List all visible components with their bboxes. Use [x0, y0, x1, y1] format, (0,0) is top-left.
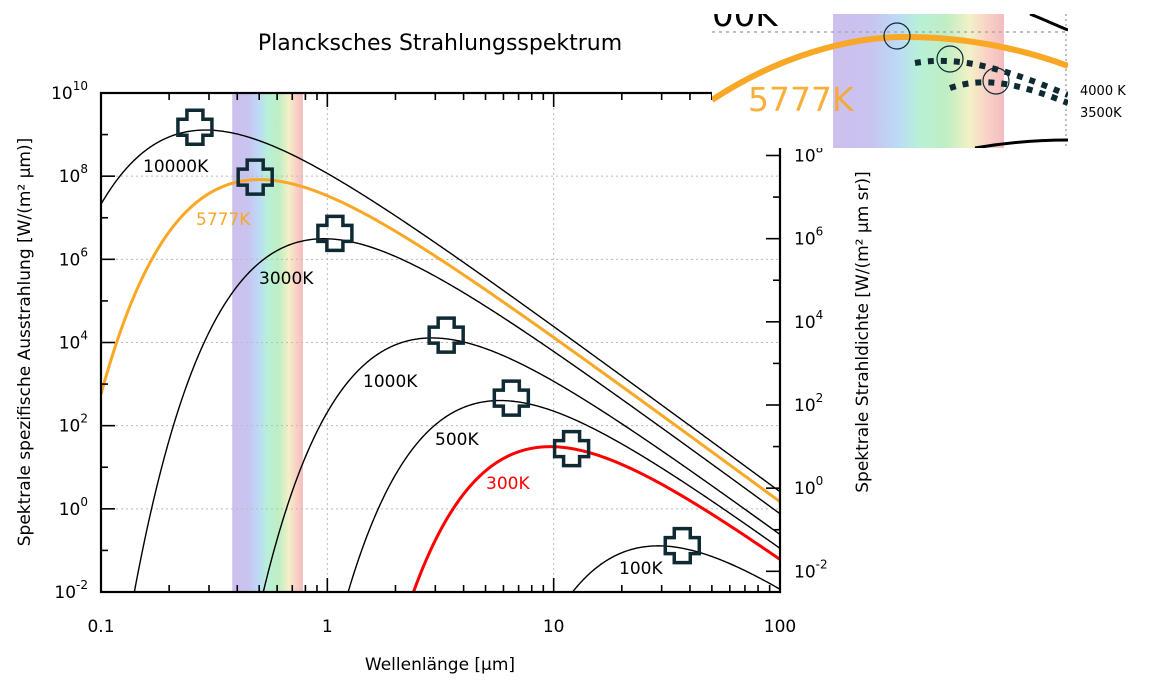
curve-3000K — [133, 238, 780, 592]
curve-500K — [347, 399, 780, 592]
axes — [99, 91, 782, 594]
x-tick-label: 100 — [764, 617, 796, 637]
inset-curve-4000K — [914, 57, 1068, 98]
inset-peak-circle-5777K — [883, 22, 911, 50]
tick-exponent: -2 — [816, 557, 828, 571]
series-label-100K: 100K — [619, 559, 663, 579]
y2-tick-label: 108 — [794, 141, 823, 166]
grid — [101, 93, 780, 592]
tick-base: 10 — [59, 334, 81, 354]
x-tick-label: 1 — [322, 617, 333, 637]
inset-label-3500K: 3500K — [1080, 106, 1122, 121]
tick-exponent: 4 — [816, 308, 824, 322]
y2-tick-label: 106 — [794, 225, 823, 250]
tick-base: 10 — [794, 562, 816, 582]
series-label-1000K: 1000K — [363, 372, 418, 392]
tick-base: 10 — [794, 313, 816, 333]
curve-100K — [571, 545, 780, 592]
y2-axis-label: Spektrale Strahldichte [W/(m² µm sr)] — [853, 171, 873, 493]
chart-title: Plancksches Strahlungsspektrum — [258, 31, 622, 56]
tick-base: 10 — [794, 146, 816, 166]
y2-tick-label: 104 — [794, 308, 823, 333]
y-tick-label: 104 — [59, 329, 88, 354]
curve-300K — [411, 445, 780, 592]
tick-exponent: 0 — [816, 474, 824, 488]
tick-exponent: -2 — [76, 578, 88, 592]
inset-peak-circle-3500K — [982, 67, 1010, 95]
x-axis-label: Wellenlänge [µm] — [365, 655, 515, 675]
tick-base: 10 — [59, 167, 81, 187]
tick-base: 10 — [59, 500, 81, 520]
peak-marker-3000K — [316, 214, 354, 253]
tick-exponent: 6 — [816, 225, 824, 239]
y-tick-label: 106 — [59, 245, 88, 270]
inset-label-4000K: 4000 K — [1080, 84, 1126, 99]
x-tick-label: 0.1 — [87, 617, 114, 637]
y2-tick-label: 10-2 — [794, 557, 828, 582]
inset-curve-3000K — [974, 138, 1068, 148]
tick-base: 10 — [794, 230, 816, 250]
inset-peak-circle-4000K — [936, 45, 964, 73]
tick-base: 10 — [54, 583, 76, 603]
series-label-10000K: 10000K — [143, 157, 209, 177]
tick-exponent: 8 — [816, 141, 824, 155]
x-tick-labels: 0.1 1 10 100 — [87, 617, 796, 637]
tick-exponent: 4 — [80, 329, 88, 343]
series-label-500K: 500K — [435, 430, 479, 450]
tick-base: 10 — [59, 417, 81, 437]
inset-curve-10000K — [1029, 14, 1068, 32]
tick-exponent: 6 — [80, 245, 88, 259]
peak-marker-100K — [663, 526, 702, 565]
zoom-inset: 00K 5777K 4000 K 3500K — [712, 0, 1126, 148]
y-tick-label: 102 — [59, 412, 88, 437]
y2-tick-label: 102 — [794, 391, 823, 416]
y-tick-label: 10-2 — [54, 578, 88, 603]
y2-tick-label: 100 — [794, 474, 823, 499]
tick-base: 10 — [794, 479, 816, 499]
peak-marker-1000K — [427, 316, 465, 354]
tick-exponent: 8 — [80, 162, 88, 176]
series-label-5777K: 5777K — [196, 210, 251, 230]
y-tick-label: 100 — [59, 495, 88, 520]
tick-base: 10 — [59, 250, 81, 270]
y-axis-label: Spektrale spezifische Ausstrahlung [W/(m… — [15, 138, 35, 547]
y-tick-label: 1010 — [51, 79, 88, 104]
series-labels: 10000K 5777K 3000K 1000K 500K 300K 100K — [143, 157, 663, 579]
curve-10000K — [101, 129, 780, 493]
inset-curve-5777K — [712, 33, 1068, 103]
y-tick-label: 108 — [59, 162, 88, 187]
tick-exponent: 2 — [80, 412, 88, 426]
tick-base: 10 — [51, 84, 73, 104]
peak-markers — [176, 108, 702, 565]
peak-marker-300K — [552, 429, 591, 468]
series-label-3000K: 3000K — [259, 269, 314, 289]
peak-marker-5777K — [236, 158, 274, 196]
curve-1000K — [262, 337, 780, 592]
x-tick-label: 10 — [543, 617, 565, 637]
series-label-300K: 300K — [486, 474, 530, 494]
curves — [101, 129, 780, 592]
peak-marker-10000K — [176, 108, 214, 147]
tick-exponent: 2 — [816, 391, 824, 405]
curve-5777K — [101, 178, 780, 503]
inset-partial-label: 00K — [712, 0, 779, 35]
peak-marker-500K — [492, 379, 531, 417]
inset-label-5777K: 5777K — [748, 80, 855, 119]
tick-base: 10 — [794, 396, 816, 416]
tick-exponent: 0 — [80, 495, 88, 509]
tick-exponent: 10 — [73, 79, 88, 93]
